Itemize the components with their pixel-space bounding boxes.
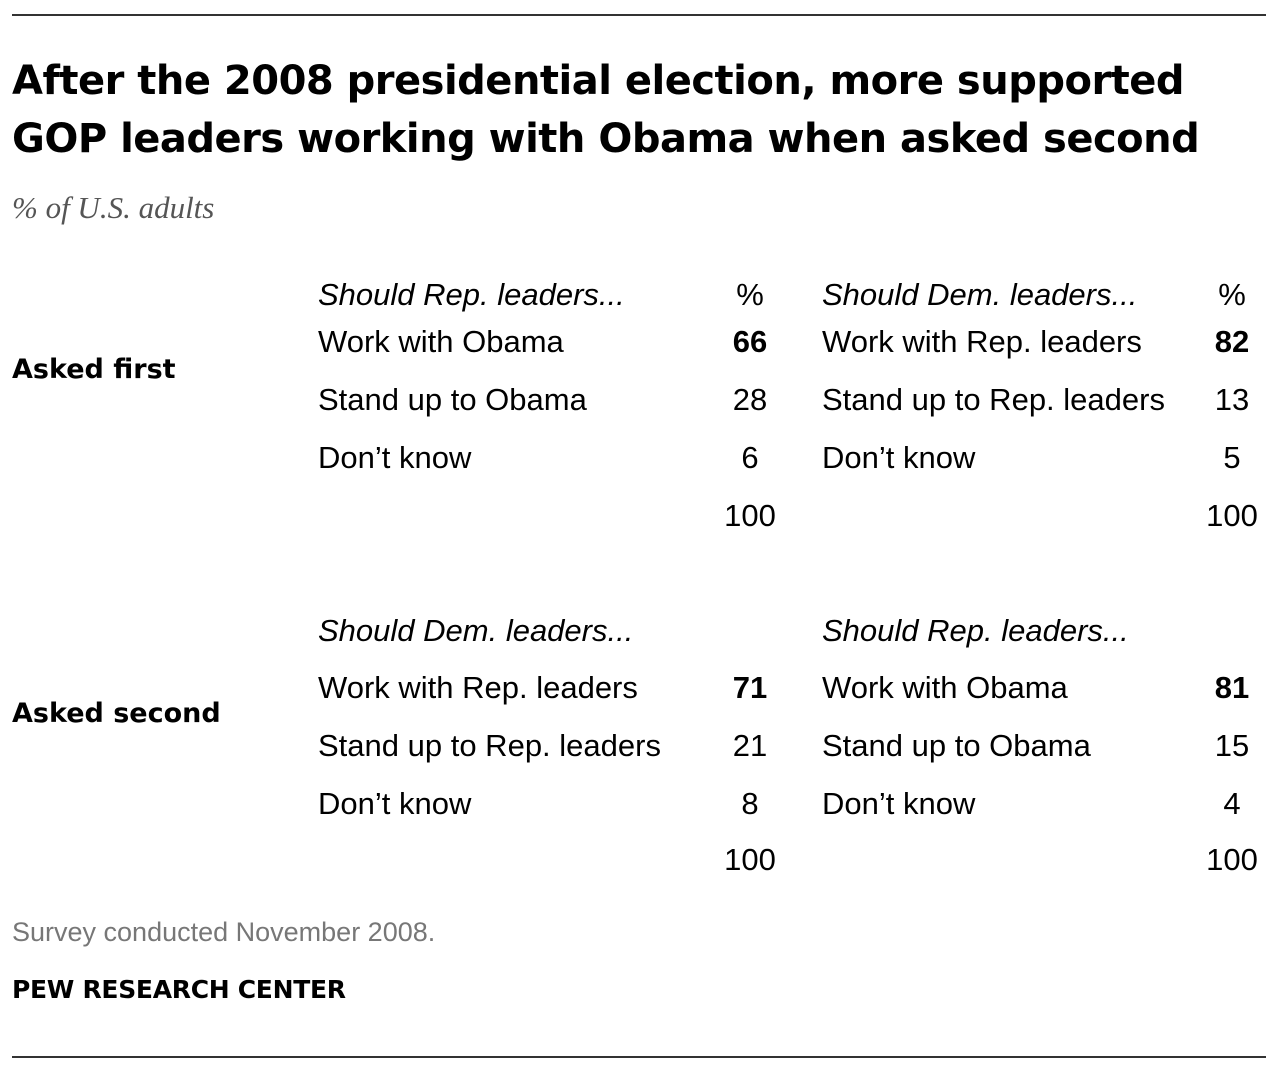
- chart-title: After the 2008 presidential election, mo…: [12, 58, 1200, 162]
- question-label: Should Rep. leaders...: [318, 277, 625, 312]
- total-value: 100: [724, 842, 776, 877]
- percent-header: %: [1218, 277, 1246, 312]
- answer-label: Stand up to Rep. leaders: [318, 728, 661, 763]
- answer-label: Don’t know: [822, 786, 976, 821]
- total-value: 100: [1206, 498, 1258, 533]
- total-value: 100: [1206, 842, 1258, 877]
- total-value: 100: [724, 498, 776, 533]
- answer-value: 13: [1214, 382, 1250, 417]
- source-label: PEW RESEARCH CENTER: [12, 975, 346, 1004]
- answer-value: 21: [732, 728, 768, 763]
- row-label-asked-second: Asked second: [12, 698, 221, 729]
- answer-value: 28: [732, 382, 768, 417]
- answer-label: Don’t know: [318, 440, 472, 475]
- answer-label: Stand up to Obama: [318, 382, 587, 417]
- percent-header: %: [736, 277, 764, 312]
- answer-label: Work with Obama: [318, 324, 564, 359]
- top-rule: [12, 14, 1266, 16]
- survey-note: Survey conducted November 2008.: [12, 917, 436, 947]
- answer-value: 66: [732, 324, 768, 359]
- bottom-rule: [12, 1056, 1266, 1058]
- answer-value: 81: [1214, 670, 1250, 705]
- answer-value: 4: [1223, 786, 1241, 821]
- answer-value: 5: [1223, 440, 1241, 475]
- answer-label: Work with Rep. leaders: [318, 670, 638, 705]
- answer-label: Stand up to Obama: [822, 728, 1091, 763]
- answer-label: Don’t know: [822, 440, 976, 475]
- answer-label: Work with Obama: [822, 670, 1068, 705]
- chart-subtitle: % of U.S. adults: [12, 190, 215, 225]
- answer-value: 15: [1214, 728, 1250, 763]
- question-label: Should Dem. leaders...: [318, 613, 634, 648]
- answer-value: 8: [741, 786, 759, 821]
- row-label-asked-first: Asked first: [12, 354, 176, 385]
- answer-label: Don’t know: [318, 786, 472, 821]
- answer-label: Stand up to Rep. leaders: [822, 382, 1165, 417]
- answer-label: Work with Rep. leaders: [822, 324, 1142, 359]
- question-label: Should Rep. leaders...: [822, 613, 1129, 648]
- answer-value: 71: [732, 670, 768, 705]
- answer-value: 82: [1214, 324, 1250, 359]
- question-label: Should Dem. leaders...: [822, 277, 1138, 312]
- answer-value: 6: [741, 440, 759, 475]
